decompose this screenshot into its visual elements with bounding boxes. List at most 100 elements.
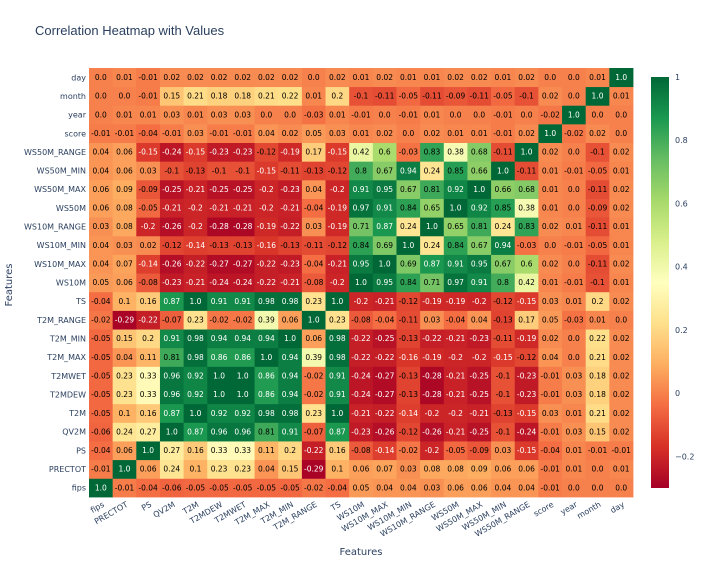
heatmap-cell (278, 142, 303, 162)
heatmap-cell-label: 0.8 (355, 166, 367, 175)
heatmap-cell-label: 0.97 (447, 278, 464, 287)
heatmap-cell (396, 235, 421, 255)
heatmap-cell-label: 0.02 (613, 371, 630, 380)
heatmap-cell (420, 441, 445, 461)
heatmap-cell-label: -0.23 (162, 278, 182, 287)
heatmap-cell (301, 478, 326, 498)
heatmap-cell (585, 105, 610, 125)
heatmap-cell (420, 161, 445, 181)
heatmap-cell-label: -0.11 (399, 316, 419, 325)
heatmap-cell (278, 329, 303, 349)
heatmap-cell (538, 329, 563, 349)
heatmap-cell-label: -0.21 (446, 427, 466, 436)
heatmap-cell-label: 0.0 (521, 110, 533, 119)
heatmap-cell-label: 0.03 (234, 110, 251, 119)
heatmap-cell (183, 347, 208, 367)
heatmap-cell (89, 179, 114, 199)
y-tick-label: TS (75, 297, 86, 306)
y-axis-title: Features (4, 264, 15, 307)
heatmap-cell-label: -0.12 (517, 353, 537, 362)
heatmap-cell (207, 291, 232, 311)
heatmap-cell-label: -0.01 (91, 465, 111, 474)
heatmap-cell-label: 0.01 (305, 92, 322, 101)
heatmap-cell (183, 459, 208, 479)
heatmap-cell-label: 0.68 (518, 185, 535, 194)
heatmap-cell-label: 0.23 (305, 297, 322, 306)
heatmap-cell-label: -0.04 (138, 129, 158, 138)
heatmap-cell (420, 291, 445, 311)
heatmap-cell-label: 0.06 (116, 148, 133, 157)
heatmap-cell (396, 105, 421, 125)
heatmap-cell (467, 123, 492, 144)
heatmap-cell-label: 0.01 (447, 129, 464, 138)
heatmap-cell (349, 310, 374, 330)
heatmap-cell-label: 0.85 (447, 166, 464, 175)
heatmap-cell-label: 0.03 (400, 465, 417, 474)
heatmap-cell-label: 0.02 (282, 73, 299, 82)
heatmap-cell-label: -0.05 (257, 483, 277, 492)
heatmap-cell (420, 198, 445, 218)
heatmap-cell (207, 329, 232, 349)
heatmap-cell (278, 198, 303, 218)
heatmap-cell (112, 198, 137, 218)
heatmap-cell-label: 0.98 (187, 353, 204, 362)
heatmap-cell-label: -0.13 (399, 334, 419, 343)
heatmap-cell (349, 422, 374, 442)
heatmap-cell (396, 142, 421, 162)
heatmap-cell (278, 403, 303, 423)
heatmap-cell (136, 123, 161, 144)
heatmap-cell-label: -0.25 (470, 427, 490, 436)
heatmap-cell (183, 198, 208, 218)
heatmap-cell-label: 0.21 (589, 409, 606, 418)
heatmap-cell (562, 68, 587, 88)
y-tick-label: T2M_RANGE (36, 316, 86, 325)
heatmap-cell (89, 385, 114, 405)
heatmap-cell (372, 161, 397, 181)
heatmap-cell-label: -0.14 (375, 446, 395, 455)
heatmap-cell (420, 254, 445, 274)
heatmap-cell-label: 0.0 (450, 110, 462, 119)
heatmap-cell-label: 0.01 (353, 129, 370, 138)
heatmap-cell-label: 0.91 (163, 334, 180, 343)
heatmap-cell (396, 254, 421, 274)
heatmap-cell (514, 385, 539, 405)
heatmap-cell (230, 385, 255, 405)
heatmap-cell (254, 459, 279, 479)
heatmap-cell-label: -0.26 (162, 222, 182, 231)
heatmap-cell (372, 422, 397, 442)
heatmap-cell-label: 0.83 (424, 148, 441, 157)
colorbar-tick-label: 0.4 (675, 263, 688, 272)
heatmap-cell (443, 347, 468, 367)
heatmap-cell-label: 0.05 (353, 483, 370, 492)
heatmap-cell-label: -0.22 (138, 316, 158, 325)
heatmap-cell (443, 459, 468, 479)
heatmap-cell-label: -0.12 (162, 241, 182, 250)
heatmap-cell (538, 478, 563, 498)
heatmap-cell (301, 105, 326, 125)
heatmap-cell (89, 198, 114, 218)
heatmap-cell-label: 0.87 (376, 222, 393, 231)
x-tick-label: PS (140, 500, 153, 513)
heatmap-cell (89, 161, 114, 181)
heatmap-cell-label: 0.8 (497, 278, 509, 287)
heatmap-cell (443, 235, 468, 255)
heatmap-cell-label: -0.04 (375, 316, 395, 325)
heatmap-cell (159, 86, 185, 106)
heatmap-cell (278, 310, 303, 330)
heatmap-cell (230, 403, 255, 423)
heatmap-cell (278, 347, 303, 367)
heatmap-cell-label: -0.2 (259, 204, 274, 213)
heatmap-cell-label: -0.1 (235, 166, 250, 175)
heatmap-cell (562, 385, 587, 405)
heatmap-cell (396, 403, 421, 423)
heatmap-cell-label: 1.0 (568, 110, 580, 119)
heatmap-cell-label: -0.15 (138, 148, 158, 157)
heatmap-cell-label: -0.23 (233, 148, 253, 157)
heatmap-cell (585, 329, 610, 349)
heatmap-cell (136, 310, 161, 330)
heatmap-cell (325, 86, 350, 106)
heatmap-cell (562, 86, 587, 106)
heatmap-cell-label: 0.03 (542, 409, 559, 418)
heatmap-cell (491, 347, 516, 367)
heatmap-cell-label: 0.95 (353, 260, 370, 269)
